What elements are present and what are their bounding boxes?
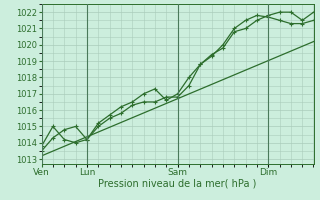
X-axis label: Pression niveau de la mer( hPa ): Pression niveau de la mer( hPa ) — [99, 179, 257, 189]
